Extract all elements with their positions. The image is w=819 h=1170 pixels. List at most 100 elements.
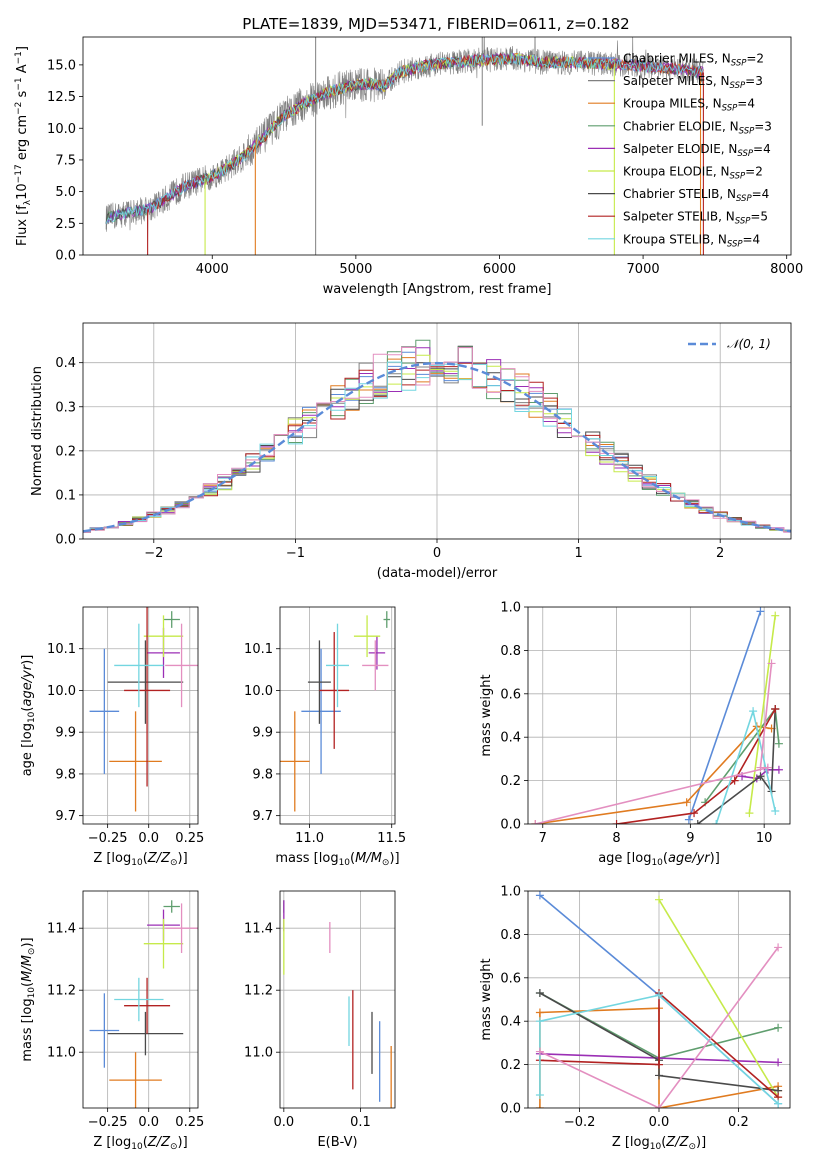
label-part: 10	[650, 1142, 662, 1152]
x-tick-label: 0.25	[175, 1115, 204, 1130]
y-tick-label: 11.4	[244, 922, 273, 937]
label-part: (	[661, 1135, 666, 1150]
axes-frame	[279, 890, 396, 1109]
label-part: M/M	[20, 955, 35, 982]
label-part: Chabrier MILES, N	[623, 52, 731, 66]
axes-frame	[82, 322, 792, 540]
x-tick-label: 8000	[770, 262, 803, 277]
x-axis-label: mass [log10(M/M⊙)]	[275, 851, 399, 868]
y-tick-label: 11.4	[47, 922, 76, 937]
y-tick-label: 10.0	[47, 122, 76, 137]
x-tick-label: 6000	[483, 262, 516, 277]
legend-entry: Chabrier ELODIE, NSSP=3	[623, 119, 772, 136]
label-part: age/yr	[20, 663, 35, 706]
mass-weight-line	[535, 766, 769, 824]
label-part: −2	[14, 102, 24, 115]
y-axis-label: Normed distribution	[30, 366, 45, 496]
x-tick-label: 0.0	[138, 831, 159, 846]
plus-marker	[756, 763, 765, 772]
plus-marker	[535, 1090, 544, 1099]
label-part: 10	[131, 858, 143, 868]
label-part: =3	[745, 74, 763, 88]
label-part: M/M	[355, 851, 382, 866]
label-part: −1	[14, 77, 24, 90]
y-tick-label: 1.0	[500, 601, 521, 616]
label-part: (	[143, 1135, 148, 1150]
plus-marker	[774, 1099, 783, 1108]
legend-entry: Salpeter MILES, NSSP=3	[623, 74, 763, 91]
age_vs_Z-panel: −0.25 0.0 0.259.79.89.910.010.1Z [log10(Z/…	[20, 606, 204, 868]
y-tick-label: 0.2	[500, 774, 521, 789]
y-tick-label: 7.5	[55, 153, 76, 168]
y-tick-label: 9.7	[55, 809, 76, 824]
residuals-plot-area	[83, 323, 791, 539]
y-tick-label: 9.8	[252, 767, 273, 782]
label-part: Z/Z	[665, 1135, 689, 1150]
y-tick-label: 0.4	[500, 1015, 521, 1030]
plus-marker	[690, 809, 699, 818]
label-part: )]	[696, 1135, 706, 1150]
label-part: 10	[131, 1142, 143, 1152]
y-tick-label: 11.0	[47, 1046, 76, 1061]
label-part: (	[663, 851, 668, 866]
y-tick-label: 0.6	[500, 687, 521, 702]
label-part: Z [log	[93, 851, 131, 866]
y-tick-label: 10.1	[244, 642, 273, 657]
label-part: Chabrier ELODIE, N	[623, 119, 739, 133]
plus-marker	[756, 607, 765, 616]
age_vs_Z-plot-area	[83, 607, 198, 824]
label-part: =4	[752, 187, 770, 201]
y-tick-label: 9.9	[252, 726, 273, 741]
label-part: =5	[750, 210, 768, 224]
label-part: mass [log	[20, 998, 35, 1061]
plus-marker	[745, 809, 754, 818]
model-line	[147, 52, 704, 215]
label-part: A	[15, 64, 30, 77]
label-part: Z [log	[93, 1135, 131, 1150]
y-tick-label: 9.7	[252, 809, 273, 824]
age_vs_mass-panel: 11.0 11.5 9.7 9.8 9.9 10.0 10.1 mass [log10(M/M…	[244, 606, 406, 868]
label-part: SSP	[737, 149, 753, 159]
x-axis-label: age [log10(age/yr)]	[598, 851, 720, 868]
x-tick-label: 7000	[627, 262, 660, 277]
label-part: ⊙	[27, 948, 37, 956]
label-part: SSP	[736, 194, 752, 204]
x-tick-label: 0	[433, 546, 441, 561]
plus-marker	[655, 1071, 663, 1080]
y-tick-label: 12.5	[47, 90, 76, 105]
x-tick-label: 11.0	[295, 831, 324, 846]
label-part: =4	[753, 142, 771, 156]
x-axis-label: Z [log10(Z/Z⊙)]	[612, 1135, 706, 1152]
y-tick-label: 1.0	[500, 885, 521, 900]
model-line	[105, 53, 704, 225]
label-part: Kroupa ELODIE, N	[623, 165, 730, 179]
weight_vs_Z-panel: −0.2 0.0 0.2 0.0 0.2 0.4 0.6 0.8 1.0 Z [log10(Z/Z…	[479, 885, 791, 1152]
label-part: age [log	[20, 723, 35, 776]
label-part: )]	[389, 851, 399, 866]
plus-marker	[774, 765, 783, 774]
x-axis-label: (data-model)/error	[377, 566, 498, 581]
label-part: Kroupa MILES, N	[623, 97, 722, 111]
label-part: SSP	[730, 172, 746, 182]
label-part: λ	[23, 199, 33, 205]
x-axis-label: E(B-V)	[317, 1135, 357, 1150]
x-tick-label: −1	[286, 546, 305, 561]
x-tick-label: −0.25	[88, 831, 128, 846]
plus-marker	[771, 611, 780, 620]
mass-weight-line	[741, 769, 779, 780]
plus-marker	[774, 739, 783, 748]
x-tick-label: 4000	[196, 262, 229, 277]
axes-frame	[82, 890, 199, 1109]
label-part: SSP	[735, 217, 751, 227]
axes-frame	[82, 606, 199, 825]
y-tick-label: 9.8	[55, 767, 76, 782]
mass-weight-line	[539, 946, 779, 1108]
x-tick-label: 1	[574, 546, 582, 561]
label-part: Salpeter STELIB, N	[623, 210, 735, 224]
residuals-panel: −2 −1 0 1 2 0.0 0.1 0.2 0.3 0.4 (data-model)/error…	[30, 322, 792, 581]
axes-frame	[527, 606, 791, 825]
label-part: SSP	[727, 239, 743, 249]
legend-entry: Kroupa STELIB, NSSP=4	[623, 232, 760, 249]
label-part: (	[20, 982, 35, 987]
x-tick-label: −0.2	[564, 1115, 596, 1130]
